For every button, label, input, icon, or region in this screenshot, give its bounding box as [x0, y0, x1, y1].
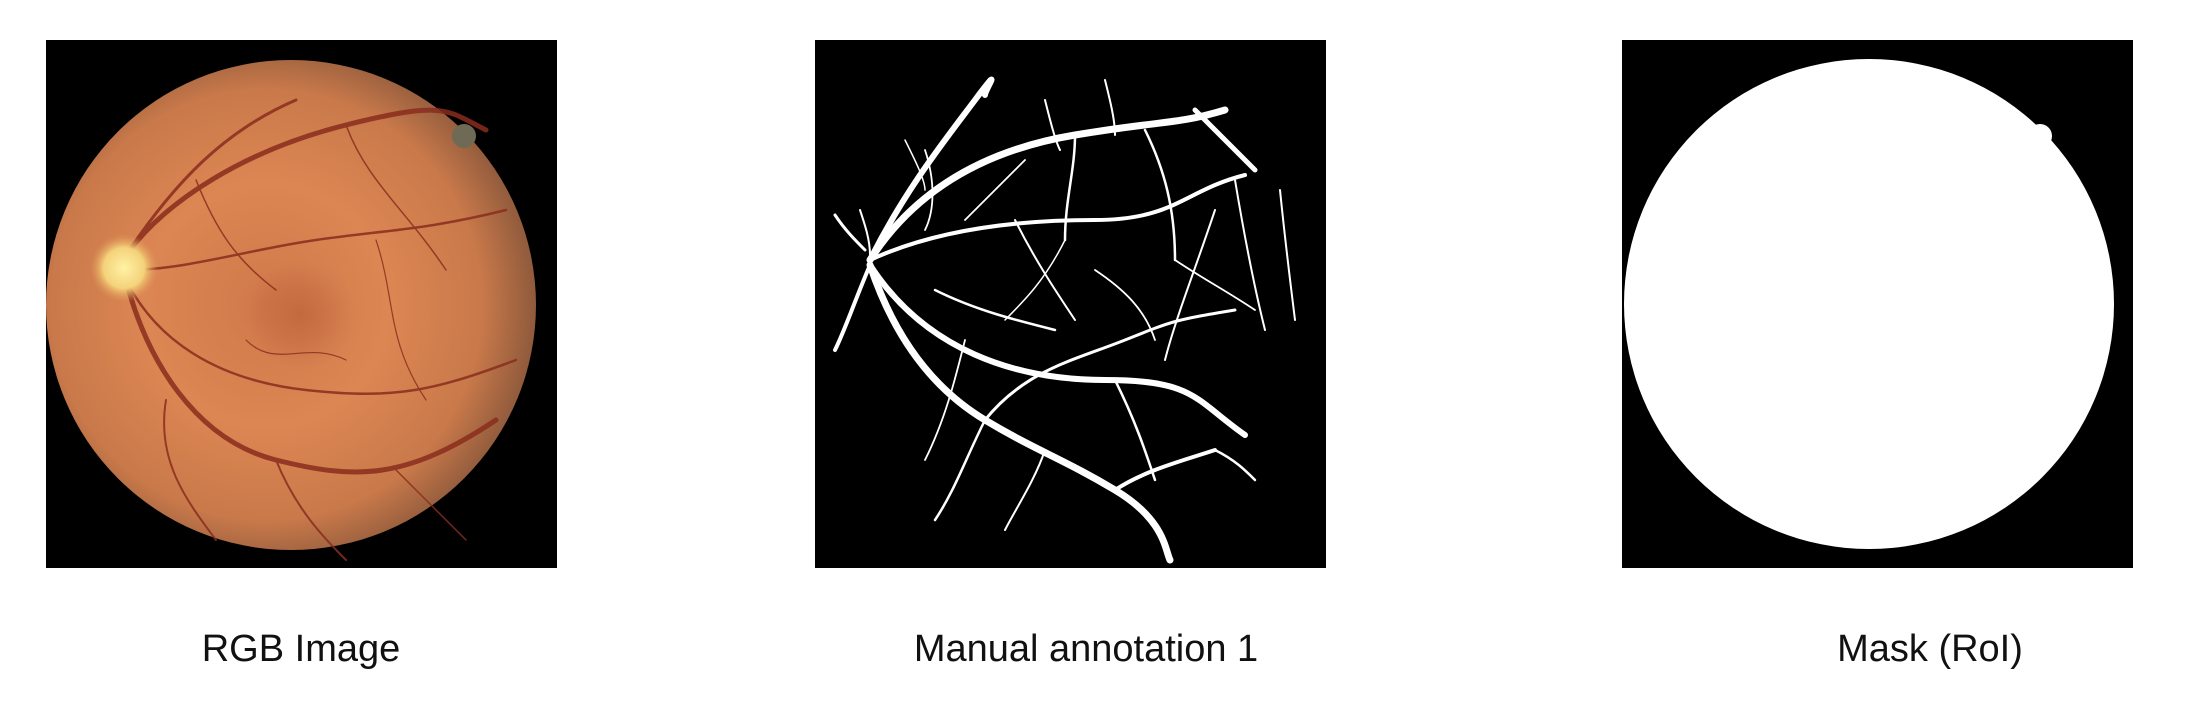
mask-roi-image: [1622, 40, 2133, 568]
annotation-vessels: [833, 76, 1296, 564]
mask-caption: Mask (RoI): [1837, 628, 2023, 670]
fundus-notch: [452, 124, 476, 148]
manual-annotation-caption: Manual annotation 1: [913, 628, 1259, 670]
mask-graphic: [1624, 59, 2114, 549]
manual-annotation-image: [815, 40, 1326, 568]
fundus-photo-graphic: [46, 60, 536, 561]
rgb-image-caption: RGB Image: [201, 628, 401, 670]
fundus-vessels: [123, 98, 518, 561]
optic-disc: [90, 234, 158, 302]
rgb-fundus-image: [46, 40, 557, 568]
mask-circle: [1624, 59, 2114, 549]
mask-notch: [2028, 124, 2052, 148]
vessel-annotation-graphic: [833, 76, 1296, 564]
